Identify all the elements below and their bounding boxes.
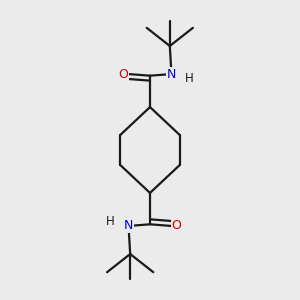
Text: H: H [185,73,194,85]
Text: O: O [118,68,128,80]
Text: N: N [124,220,133,232]
Text: H: H [106,214,115,227]
Text: N: N [167,68,176,80]
Text: O: O [172,220,182,232]
